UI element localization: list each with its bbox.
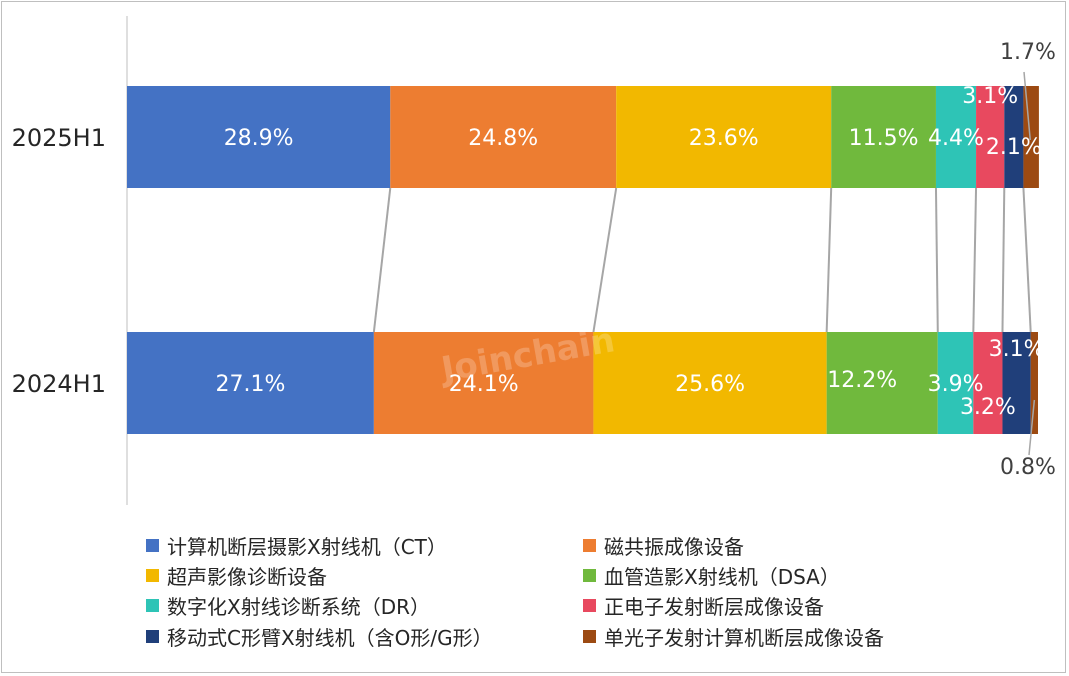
bar-segment-2025H1-0 — [127, 86, 391, 188]
bar-segment-2024H1-3 — [826, 332, 938, 434]
series-connector-line — [934, 187, 939, 333]
data-label-2024H1-3: 12.2% — [827, 368, 897, 393]
category-label-2024H1: 2024H1 — [12, 370, 106, 398]
data-label-2024H1-1: 24.1% — [449, 372, 519, 397]
data-label-2025H1-6: 2.1% — [986, 135, 1042, 160]
bar-segment-2024H1-6 — [1002, 332, 1031, 434]
data-label-2024H1-4: 3.9% — [928, 372, 984, 397]
leader-line-2025H1 — [1023, 71, 1032, 141]
bar-segment-2024H1-5 — [973, 332, 1003, 434]
data-label-2025H1-2: 23.6% — [689, 126, 759, 151]
series-connector-line — [825, 187, 833, 333]
bar-segment-2024H1-2 — [593, 332, 827, 434]
series-connector-line — [592, 187, 618, 333]
data-label-2024H1-2: 25.6% — [675, 372, 745, 397]
data-label-2024H1-0: 27.1% — [215, 372, 285, 397]
data-label-2025H1-4: 4.4% — [928, 126, 984, 151]
bar-segment-2025H1-5 — [976, 86, 1005, 188]
data-label-2024H1-7: 0.8% — [1000, 455, 1056, 480]
bar-segment-2025H1-2 — [616, 86, 832, 188]
data-label-2025H1-5: 3.1% — [962, 84, 1018, 109]
bar-segment-2024H1-0 — [127, 332, 374, 434]
leader-line-2024H1 — [1028, 399, 1036, 456]
series-connector-line — [1022, 187, 1032, 333]
data-label-2025H1-0: 28.9% — [224, 126, 294, 151]
category-label-2025H1: 2025H1 — [12, 124, 106, 152]
series-connector-line — [1001, 187, 1006, 333]
bar-segment-2024H1-7 — [1030, 332, 1038, 434]
data-label-2024H1-6: 3.1% — [989, 337, 1045, 362]
bar-segment-2025H1-1 — [390, 86, 617, 188]
bar-segment-2025H1-4 — [935, 86, 977, 188]
data-label-2025H1-1: 24.8% — [468, 126, 538, 151]
series-connector-line — [972, 187, 978, 333]
data-label-2025H1-3: 11.5% — [849, 126, 919, 151]
series-connector-line — [372, 187, 392, 333]
data-label-2024H1-5: 3.2% — [960, 395, 1016, 420]
bar-segment-2025H1-6 — [1004, 86, 1024, 188]
bar-segment-2024H1-4 — [937, 332, 974, 434]
bar-segment-2025H1-3 — [831, 86, 936, 188]
bar-segment-2024H1-1 — [373, 332, 594, 434]
data-label-2025H1-7: 1.7% — [1000, 40, 1056, 65]
